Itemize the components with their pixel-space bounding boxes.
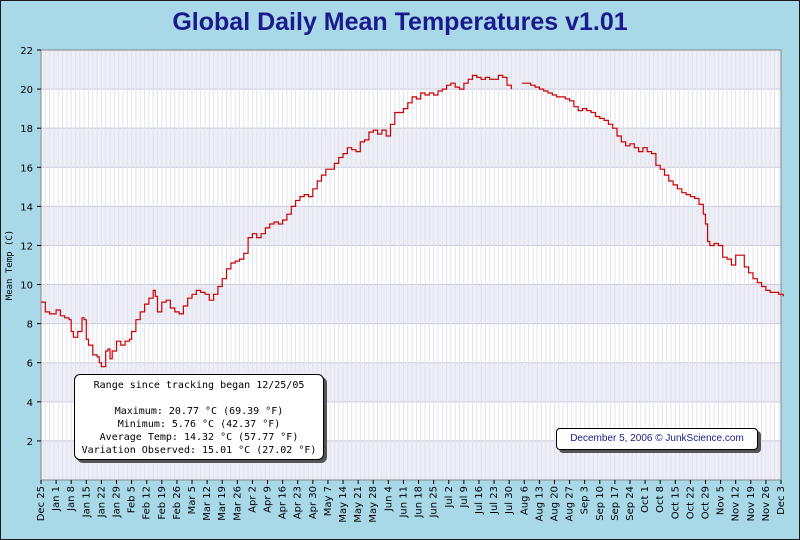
y-tick-label: 2	[27, 437, 33, 448]
x-tick-label: Dec 3	[776, 486, 787, 515]
x-tick-label: Apr 23	[293, 486, 304, 519]
x-tick-label: Jan 15	[81, 486, 92, 518]
x-tick-label: Jan 29	[112, 486, 123, 518]
x-tick-label: Jul 30	[504, 486, 515, 515]
x-tick-label: Apr 9	[263, 486, 274, 513]
x-tick-label: May 21	[353, 486, 364, 523]
x-tick-label: Apr 16	[278, 486, 289, 519]
x-tick-label: Feb 19	[157, 486, 168, 520]
stats-maximum: Maximum: 20.77 °C (69.39 °F)	[114, 406, 284, 417]
x-tick-label: Jun 18	[414, 486, 425, 519]
y-tick-label: 4	[27, 398, 33, 409]
x-tick-label: Mar 5	[187, 486, 198, 514]
grid-lines	[40, 49, 782, 481]
x-tick-label: Jul 23	[489, 486, 500, 515]
series-line	[41, 74, 784, 368]
y-tick-label: 18	[20, 124, 33, 135]
y-tick-label: 6	[27, 359, 33, 370]
x-tick-label: Aug 27	[565, 486, 576, 521]
x-tick-label: May 28	[368, 486, 379, 523]
x-tick-label: Jul 9	[459, 486, 470, 509]
y-axis-ticks: 2 4 6 8 10 12 14 16 18 20 22	[20, 46, 41, 448]
x-tick-label: Sep 17	[610, 486, 621, 521]
x-tick-label: Nov 19	[746, 486, 757, 521]
x-tick-label: Apr 2	[247, 486, 258, 513]
y-tick-label: 8	[27, 320, 33, 331]
y-tick-label: 10	[20, 281, 33, 292]
x-tick-label: May 14	[338, 486, 349, 523]
x-tick-label: May 7	[323, 486, 334, 516]
x-tick-label: Nov 12	[731, 486, 742, 521]
y-tick-label: 14	[20, 202, 33, 213]
x-tick-label: Mar 12	[202, 486, 213, 521]
stats-variation: Variation Observed: 15.01 °C (27.02 °F)	[81, 445, 317, 456]
x-tick-label: Oct 1	[640, 486, 651, 513]
x-tick-label: Jan 1	[51, 486, 62, 512]
x-tick-label: Apr 30	[308, 486, 319, 519]
temperature-series	[41, 74, 784, 368]
x-axis-ticks: Dec 25 Jan 1 Jan 8 Jan 15 Jan 22 Jan 29 Feb 5 F…	[36, 480, 787, 523]
x-tick-label: Oct 8	[655, 486, 666, 513]
x-tick-label: Oct 22	[685, 486, 696, 519]
plot-border	[40, 49, 782, 481]
x-tick-label: Sep 3	[580, 486, 591, 514]
x-tick-label: Sep 24	[625, 486, 636, 521]
y-tick-label: 16	[20, 163, 33, 174]
x-tick-label: Aug 20	[549, 486, 560, 521]
y-tick-label: 20	[20, 85, 33, 96]
stats-minimum: Minimum: 5.76 °C (42.37 °F)	[117, 419, 281, 430]
stats-heading: Range since tracking began 12/25/05	[93, 380, 305, 391]
stats-average: Average Temp: 14.32 °C (57.77 °F)	[99, 432, 299, 443]
x-tick-label: Feb 26	[172, 486, 183, 520]
grid-band	[41, 50, 781, 90]
x-tick-label: Nov 5	[716, 486, 727, 515]
x-tick-label: Aug 6	[519, 486, 530, 515]
y-tick-label: 22	[20, 46, 33, 57]
chart-title: Global Daily Mean Temperatures v1.01	[172, 8, 628, 36]
x-tick-label: Nov 26	[761, 486, 772, 521]
x-tick-label: Jul 16	[474, 486, 485, 515]
x-tick-label: Aug 13	[534, 486, 545, 521]
x-tick-label: Jan 8	[66, 486, 77, 512]
stats-box: Range since tracking began 12/25/05 Maxi…	[74, 374, 324, 460]
grid-band	[41, 206, 781, 246]
grid-band	[41, 284, 781, 324]
x-tick-label: Feb 5	[127, 486, 138, 513]
grid-band	[41, 128, 781, 168]
x-tick-label: Mar 26	[232, 486, 243, 521]
x-tick-label: Jan 22	[96, 486, 107, 518]
x-tick-label: Jun 11	[398, 486, 409, 519]
x-tick-label: Oct 15	[670, 486, 681, 519]
x-tick-label: Mar 19	[217, 486, 228, 521]
date-credit: December 5, 2006 © JunkScience.com	[556, 428, 758, 450]
y-tick-label: 12	[20, 241, 33, 252]
x-tick-label: Dec 25	[36, 486, 47, 521]
x-tick-label: Jul 2	[444, 486, 455, 509]
x-tick-label: Jun 25	[429, 486, 440, 519]
x-tick-label: Oct 29	[700, 486, 711, 519]
x-tick-label: Jun 4	[383, 486, 394, 512]
x-tick-label: Sep 10	[595, 486, 606, 521]
x-tick-label: Feb 12	[142, 486, 153, 520]
y-axis-label: Mean Temp (C)	[5, 230, 15, 300]
